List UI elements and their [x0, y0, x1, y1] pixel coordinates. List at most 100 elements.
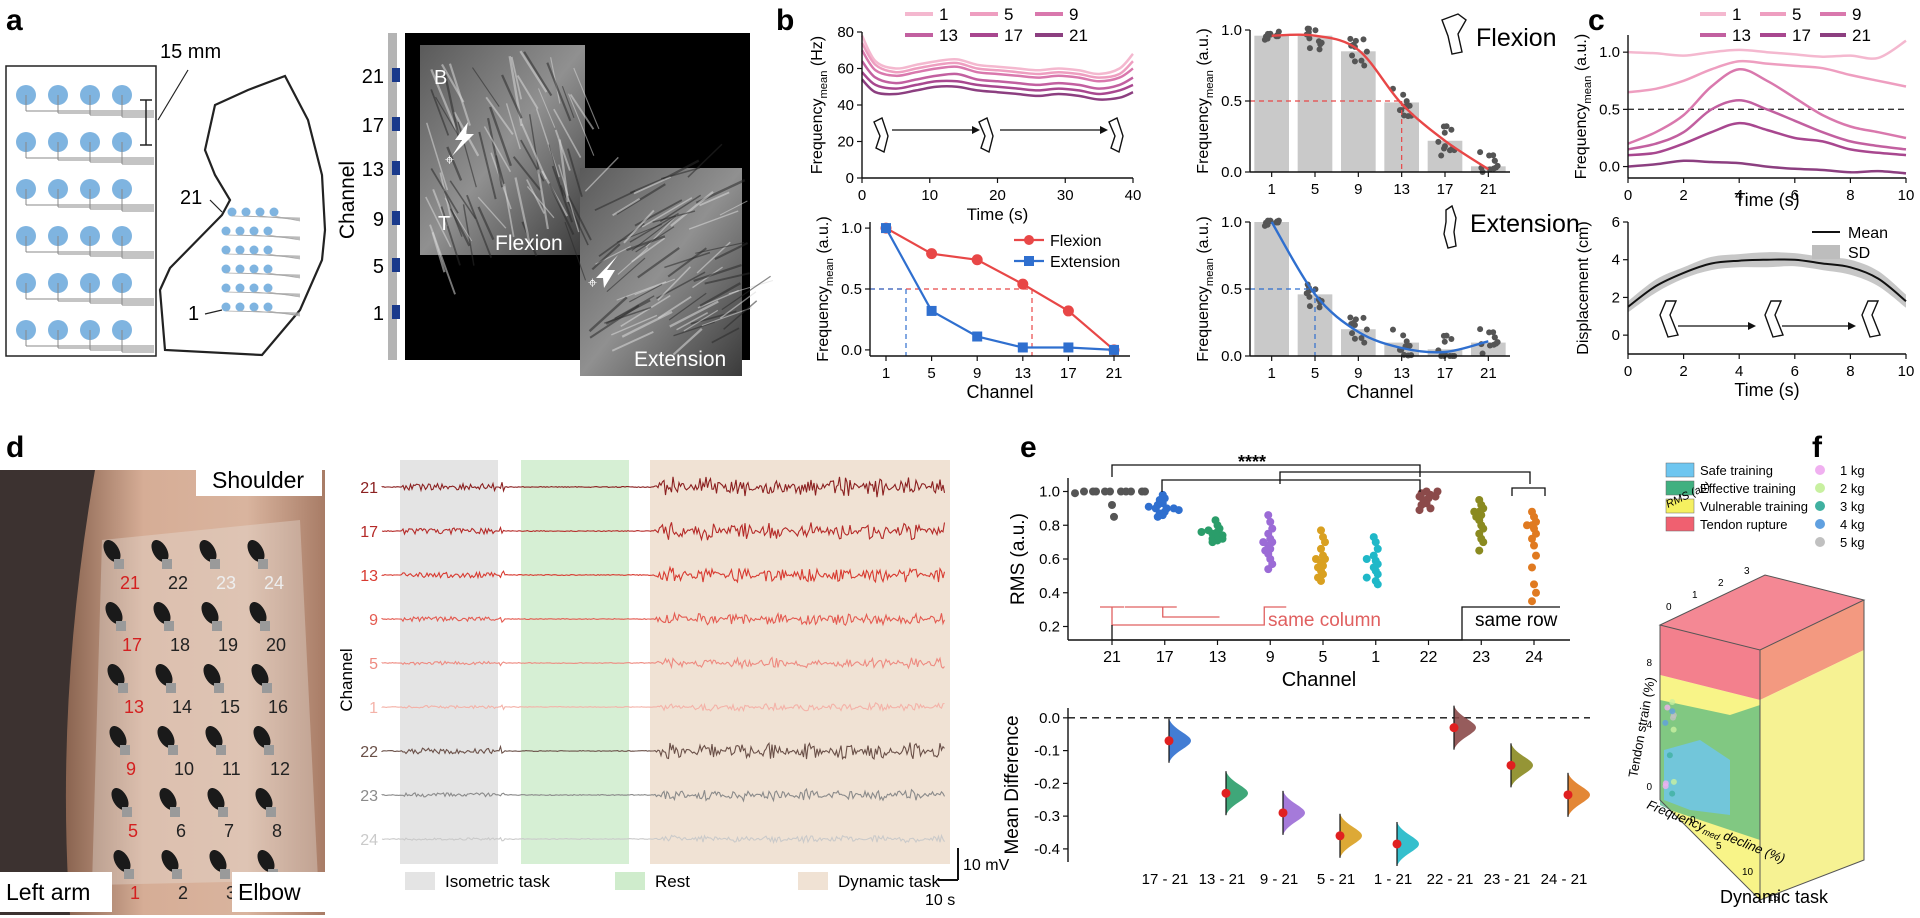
rms-point-22 [1433, 487, 1442, 496]
us-streak [510, 56, 523, 100]
y-tick-label: 20 [837, 134, 854, 151]
emg-trace-9 [381, 611, 946, 627]
legend-label: Rest [655, 872, 690, 891]
us-streak [567, 148, 583, 197]
rms-point-5 [1317, 544, 1325, 553]
electrode-pad [124, 869, 134, 879]
emg-trace-5 [381, 656, 945, 670]
electrode-pad [258, 559, 268, 569]
x-tick-label: 10 [921, 187, 938, 204]
d-legend: Isometric task Rest Dynamic task [405, 872, 941, 891]
c-bottom-chart: 0 2 4 6 0 2 4 6 8 10 Time (s) Displacement (cm) Mean… [1575, 214, 1914, 400]
legend-label: 13 [939, 26, 958, 45]
electrode-pad [266, 807, 276, 817]
rms-point-24 [1530, 580, 1538, 589]
x-tick-label: 9 [1266, 649, 1275, 666]
us-streak [634, 278, 676, 296]
us-streak [652, 210, 696, 223]
flexion-arrow-icon [452, 122, 474, 156]
channel-marker [392, 68, 400, 82]
x-tick-label: 1 [882, 365, 890, 382]
arm-electrode-dot [249, 245, 259, 255]
y-tick-label: 2 [1612, 289, 1620, 306]
rms-point-21 [1108, 501, 1116, 509]
trace-label: 5 [369, 656, 378, 673]
x-tick-label: 23 [1472, 649, 1490, 666]
electrode-number: 6 [176, 821, 186, 841]
us-streak [669, 300, 719, 328]
rms-tick: 1 [1692, 590, 1698, 601]
us-streak [629, 212, 679, 243]
sample-point [1400, 332, 1407, 339]
panel-c: c 1 5 9 13 17 21 0.0 0.5 1.0 0 2 4 6 8 10 Time (s) Freq… [1573, 4, 1914, 400]
electrode-pad [212, 621, 222, 631]
trace-label: 21 [360, 480, 378, 497]
us-streak [514, 177, 531, 244]
scale-dot [609, 392, 612, 395]
electrode-number: 9 [126, 759, 136, 779]
x-tick-label: 13 [1393, 181, 1410, 198]
series-line-9 [1627, 68, 1907, 145]
zone-label: Vulnerable training [1700, 499, 1808, 514]
zone-swatch [1665, 462, 1695, 478]
us-streak [701, 307, 752, 327]
b-bottom-chart: 0.0 0.5 1.0 1 5 9 13 17 21 Channel Frequencymean (… [815, 216, 1130, 402]
x-tick-label: 17 [1437, 181, 1454, 198]
arm-electrode-trace [253, 272, 301, 278]
legend-label: 1 [1732, 5, 1741, 24]
legend-label: 17 [1004, 26, 1023, 45]
legend-mean-label: Mean [1848, 225, 1888, 242]
arm-pose-icon [1764, 300, 1784, 338]
rms-point-9 [1259, 538, 1268, 547]
significance-bracket [1279, 471, 1531, 484]
electrode-cable [251, 664, 269, 686]
y-tick-label: 0.0 [841, 342, 862, 359]
arm-electrode-trace [267, 253, 301, 260]
rms-point-24 [1530, 541, 1538, 550]
flexion-label: Flexion [495, 232, 563, 255]
us-streak [430, 89, 450, 136]
y-tick-label: -0.2 [1034, 775, 1060, 792]
x-tick-label: 5 [1319, 649, 1328, 666]
arm-electrode-dot [263, 245, 273, 255]
rms-point-1 [1373, 544, 1382, 553]
arm-electrode-dot [249, 302, 259, 312]
sample-dot [1669, 698, 1676, 705]
sample-point [1491, 334, 1498, 341]
legend-label: Isometric task [445, 872, 550, 891]
x-tick-label: 2 [1679, 187, 1687, 204]
same-column-bracket [1100, 606, 1287, 626]
rms-point-5 [1317, 576, 1325, 585]
electrode-pad [264, 745, 274, 755]
rms-point-24 [1532, 588, 1540, 597]
rms-point-22 [1415, 506, 1424, 515]
x-tick-label: 23 - 21 [1484, 871, 1531, 888]
shoulder-label: Shoulder [212, 467, 304, 493]
electrode-pad [260, 621, 270, 631]
arrow-head-icon [1748, 322, 1756, 330]
electrode-number: 1 [130, 883, 140, 903]
sample-point [1351, 335, 1358, 342]
electrode-cable [159, 788, 177, 810]
electrode-pad [120, 745, 130, 755]
electrode-cable [109, 726, 127, 748]
freq-tick: 5 [1716, 841, 1722, 852]
x-tick-label: 24 - 21 [1541, 871, 1588, 888]
us-streak [430, 168, 459, 214]
emg-trace-23 [381, 787, 945, 803]
us-streak [548, 182, 575, 235]
freq-tick: 10 [1742, 867, 1754, 878]
zone-label: Effective training [1700, 481, 1796, 496]
arm-electrode-trace [253, 234, 301, 240]
sample-point [1491, 157, 1498, 164]
point-flexion [1062, 305, 1074, 317]
axis-xlabel: Time (s) [1734, 190, 1799, 210]
scale-mv-label: 10 mV [963, 857, 1010, 874]
arm-electrode-dot [249, 226, 259, 236]
sample-point [1352, 316, 1359, 323]
electrode-schematic [5, 65, 157, 357]
axis-xlabel: Channel [1282, 669, 1357, 691]
arm-electrode-trace [253, 310, 301, 316]
y-tick-label: 0.5 [1599, 101, 1620, 118]
